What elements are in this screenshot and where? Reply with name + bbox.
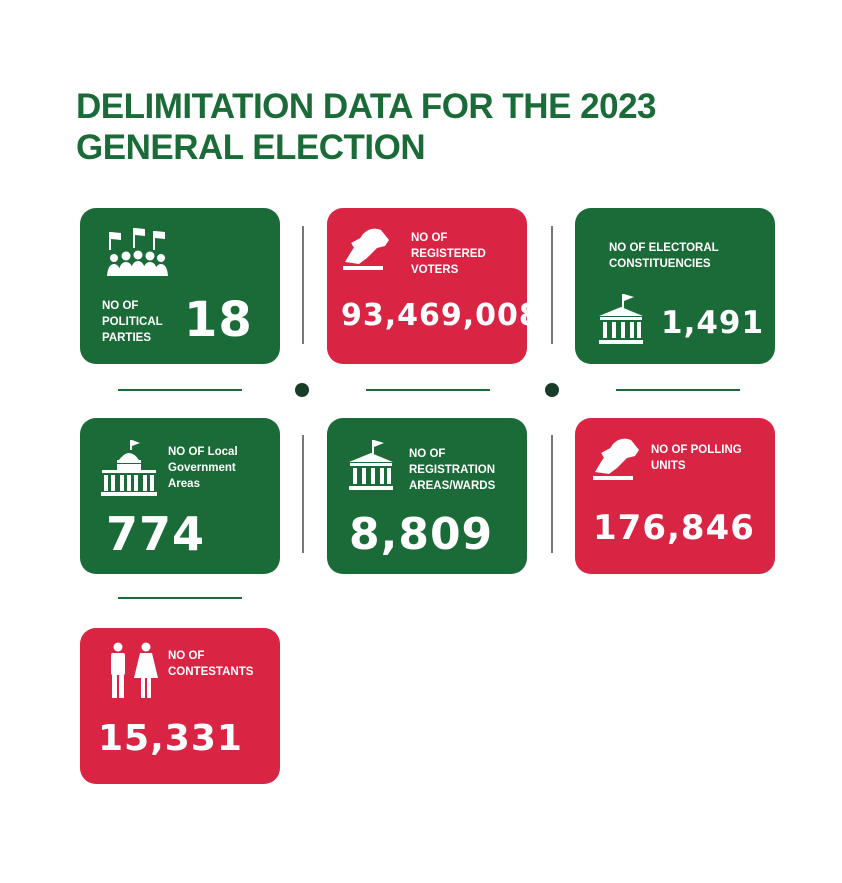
card-registration-areas-wards: NO OF REGISTRATION AREAS/WARDS 8,809 <box>327 418 527 574</box>
divider-vertical <box>302 435 304 553</box>
card-contestants: NO OF CONTESTANTS 15,331 <box>80 628 280 784</box>
card-registered-voters: NO OF REGISTERED VOTERS 93,469,008 <box>327 208 540 364</box>
card-label: NO OF REGISTERED VOTERS <box>411 232 486 276</box>
ballot-hand-icon <box>593 438 639 480</box>
card-value: 15,331 <box>98 718 243 759</box>
card-value: 8,809 <box>349 509 494 560</box>
divider-horizontal <box>616 389 740 391</box>
card-political-parties: NO OF POLITICAL PARTIES 18 <box>80 208 280 364</box>
card-label: NO OF POLITICAL PARTIES <box>102 300 163 344</box>
title-line-1: DELIMITATION DATA FOR THE 2023 <box>76 87 657 126</box>
title-line-2: GENERAL ELECTION <box>76 128 426 167</box>
card-value: 176,846 <box>593 508 755 548</box>
divider-vertical <box>551 226 553 344</box>
card-label: NO OF REGISTRATION AREAS/WARDS <box>409 448 496 492</box>
card-label: NO OF ELECTORAL CONSTITUENCIES <box>609 242 719 270</box>
card-value: 774 <box>106 507 206 561</box>
divider-vertical <box>302 226 304 344</box>
card-local-government-areas: NO OF Local Government Areas 774 <box>80 418 280 574</box>
divider-dot <box>295 383 309 397</box>
building-flag-icon <box>599 294 643 344</box>
divider-horizontal <box>118 597 242 599</box>
card-label: NO OF CONTESTANTS <box>168 650 254 678</box>
card-value: 93,469,008 <box>341 298 541 333</box>
card-polling-units: NO OF POLLING UNITS 176,846 <box>575 418 775 574</box>
divider-dot <box>545 383 559 397</box>
ballot-hand-icon <box>343 228 389 270</box>
card-label: NO OF Local Government Areas <box>168 446 238 490</box>
card-label: NO OF POLLING UNITS <box>651 444 742 472</box>
divider-horizontal <box>118 389 242 391</box>
man-woman-icon <box>111 642 158 698</box>
divider-horizontal <box>366 389 490 391</box>
card-value: 1,491 <box>661 305 765 341</box>
capitol-building-icon <box>101 440 157 496</box>
crowd-with-flags-icon <box>107 228 168 276</box>
divider-vertical <box>551 435 553 553</box>
page-title: DELIMITATION DATA FOR THE 2023 GENERAL E… <box>76 86 776 168</box>
card-electoral-constituencies: NO OF ELECTORAL CONSTITUENCIES 1,491 <box>575 208 775 364</box>
card-value: 18 <box>184 292 253 348</box>
building-flag-icon <box>349 440 393 490</box>
